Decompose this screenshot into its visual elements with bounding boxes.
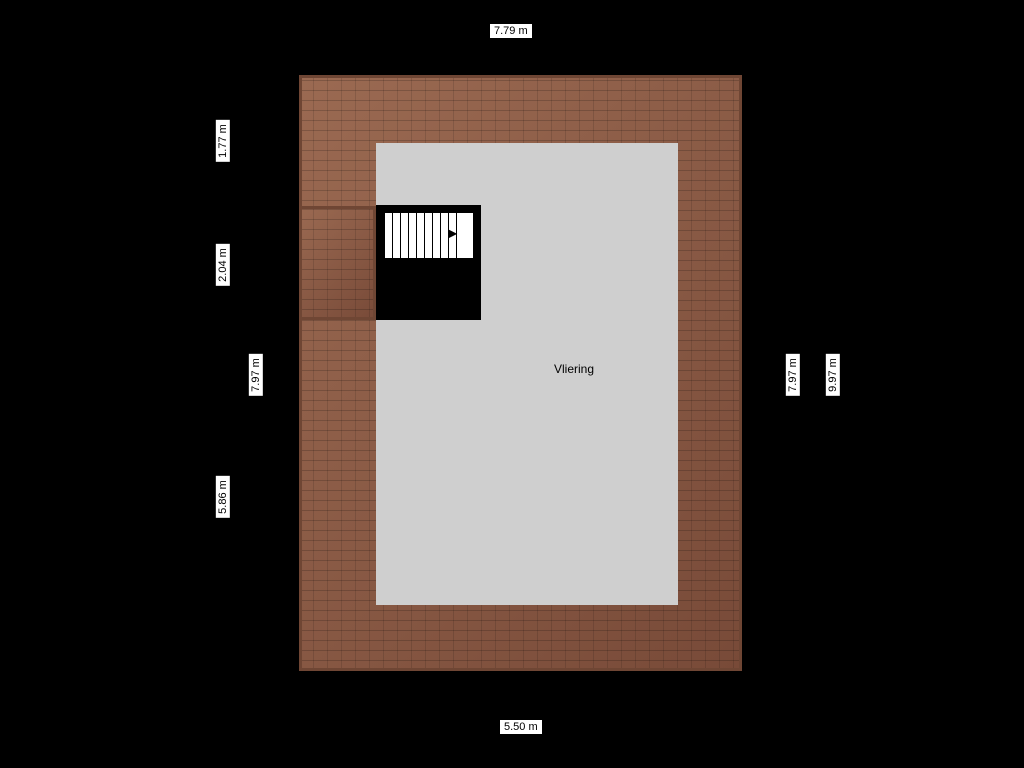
dim-tick xyxy=(248,605,258,606)
dim-label-left-seg1: 1.77 m xyxy=(216,120,230,162)
dim-label-left-seg3: 5.86 m xyxy=(216,476,230,518)
dim-tick xyxy=(825,671,835,672)
dim-label-right-outer: 9.97 m xyxy=(826,354,840,396)
roof-dormer xyxy=(299,206,376,320)
dim-tick xyxy=(785,605,795,606)
floorplan-canvas: ▶ Vliering 7.79 m 5.50 m 7.97 m 9.97 m 7… xyxy=(0,0,1024,768)
dim-label-right-inner: 7.97 m xyxy=(786,354,800,396)
dim-tick xyxy=(215,671,225,672)
stair-treads xyxy=(384,213,458,258)
dim-tick xyxy=(825,75,835,76)
dim-tick xyxy=(248,143,258,144)
dim-tick xyxy=(785,143,795,144)
dim-tick xyxy=(299,25,300,35)
dim-label-left-inner: 7.97 m xyxy=(249,354,263,396)
dim-tick xyxy=(678,721,679,731)
dim-tick xyxy=(215,75,225,76)
dim-tick xyxy=(376,721,377,731)
dim-label-left-seg2: 2.04 m xyxy=(216,244,230,286)
room-label: Vliering xyxy=(554,362,594,376)
dim-label-top: 7.79 m xyxy=(490,24,532,38)
stair-direction-arrow: ▶ xyxy=(448,226,457,240)
dim-tick xyxy=(742,25,743,35)
dim-label-bottom: 5.50 m xyxy=(500,720,542,734)
